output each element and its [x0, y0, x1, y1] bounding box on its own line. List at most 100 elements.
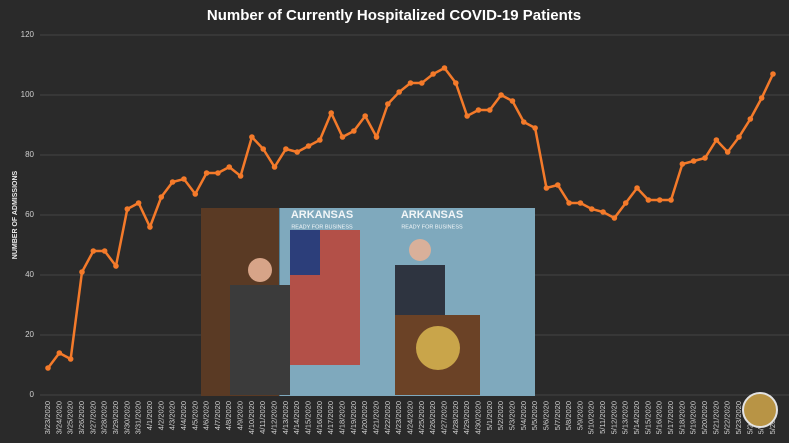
x-tick-label: 4/5/2020 [190, 401, 199, 430]
x-tick-label: 5/4/2020 [519, 401, 528, 430]
x-tick-label: 5/5/2020 [530, 401, 539, 430]
data-point [181, 176, 187, 182]
x-tick-label: 4/24/2020 [405, 401, 414, 434]
podium-seal [416, 326, 460, 370]
x-tick-label: 3/29/2020 [111, 401, 120, 434]
x-tick-label: 4/11/2020 [258, 401, 267, 434]
x-tick-label: 5/23/2020 [734, 401, 743, 434]
data-point [317, 137, 323, 143]
data-point [56, 350, 63, 356]
x-tick-label: 4/12/2020 [270, 401, 279, 434]
x-tick-label: 5/12/2020 [609, 401, 618, 434]
x-tick-label: 5/8/2020 [564, 401, 573, 430]
data-point [67, 356, 74, 362]
x-tick-label: 3/23/2020 [43, 401, 52, 434]
data-point [147, 224, 153, 230]
data-point [588, 206, 595, 212]
y-tick-label: 0 [30, 390, 35, 399]
data-point [475, 107, 482, 113]
y-tick-label: 40 [25, 270, 34, 279]
data-point [226, 164, 233, 170]
x-tick-label: 3/30/2020 [122, 401, 131, 434]
data-point [373, 134, 380, 140]
data-point [566, 200, 572, 206]
x-tick-label: 4/21/2020 [372, 401, 381, 434]
x-tick-label: 5/7/2020 [553, 401, 562, 430]
data-point [339, 134, 346, 140]
data-point [283, 146, 289, 152]
interpreter-head [248, 258, 272, 282]
data-point [747, 116, 754, 122]
data-point [532, 125, 538, 131]
data-point [351, 128, 357, 134]
x-tick-label: 5/10/2020 [587, 401, 596, 434]
x-tick-label: 4/26/2020 [428, 401, 437, 434]
data-point [396, 89, 402, 95]
flag-canton [290, 230, 320, 275]
x-tick-label: 3/24/2020 [54, 401, 63, 434]
x-tick-label: 5/2/2020 [496, 401, 505, 430]
data-point [577, 200, 584, 206]
x-tick-label: 4/29/2020 [462, 401, 471, 434]
x-tick-label: 5/22/2020 [723, 401, 732, 434]
x-tick-label: 4/16/2020 [315, 401, 324, 434]
overlay-text: READY FOR BUSINESS [401, 224, 463, 230]
data-point [690, 158, 697, 164]
x-tick-label: 5/15/2020 [643, 401, 652, 434]
x-tick-label: 4/13/2020 [281, 401, 290, 434]
x-tick-label: 4/28/2020 [451, 401, 460, 434]
data-point [736, 134, 742, 140]
y-tick-label: 120 [21, 30, 35, 39]
y-tick-label: 80 [25, 150, 34, 159]
data-point [113, 263, 119, 269]
data-point [385, 101, 391, 107]
y-axis-label: NUMBER OF ADMISSIONS [12, 170, 19, 259]
data-point [124, 206, 131, 212]
x-tick-label: 4/22/2020 [383, 401, 392, 434]
data-point [260, 146, 267, 152]
data-point [407, 80, 414, 86]
x-tick-label: 5/6/2020 [541, 401, 550, 430]
x-tick-label: 4/15/2020 [304, 401, 313, 434]
x-tick-label: 5/17/2020 [666, 401, 675, 434]
data-point [45, 365, 51, 371]
overlay-text: READY FOR BUSINESS [291, 224, 353, 230]
x-tick-label: 4/19/2020 [349, 401, 358, 434]
data-point [192, 191, 199, 197]
x-tick-label: 3/27/2020 [88, 401, 97, 434]
data-point [498, 92, 504, 98]
data-point [713, 137, 720, 143]
data-point [464, 113, 470, 119]
data-point [724, 149, 731, 155]
data-point [215, 170, 221, 176]
x-tick-label: 4/9/2020 [236, 401, 245, 430]
data-point [634, 185, 640, 191]
overlay-text: ARKANSAS [401, 209, 463, 221]
x-tick-label: 3/26/2020 [77, 401, 86, 434]
x-tick-label: 4/14/2020 [292, 401, 301, 434]
data-point [135, 200, 142, 206]
chart-title: Number of Currently Hospitalized COVID-1… [207, 7, 581, 24]
x-tick-label: 5/11/2020 [598, 401, 607, 434]
y-tick-label: 60 [25, 210, 34, 219]
data-point [611, 215, 618, 221]
x-tick-label: 4/6/2020 [202, 401, 211, 430]
data-point [622, 200, 629, 206]
x-tick-label: 5/18/2020 [677, 401, 686, 434]
x-tick-label: 3/28/2020 [100, 401, 109, 434]
data-point [203, 170, 210, 176]
x-tick-label: 3/31/2020 [134, 401, 143, 434]
data-point [158, 194, 165, 200]
y-tick-label: 100 [21, 90, 35, 99]
x-tick-label: 4/3/2020 [168, 401, 177, 430]
data-point [770, 71, 776, 77]
x-tick-label: 4/23/2020 [394, 401, 403, 434]
data-point [249, 134, 255, 140]
x-tick-label: 4/30/2020 [473, 401, 482, 434]
x-tick-label: 5/19/2020 [689, 401, 698, 434]
x-tick-label: 5/16/2020 [655, 401, 664, 434]
data-point [645, 197, 652, 203]
data-point [441, 65, 448, 71]
data-point [702, 155, 708, 161]
